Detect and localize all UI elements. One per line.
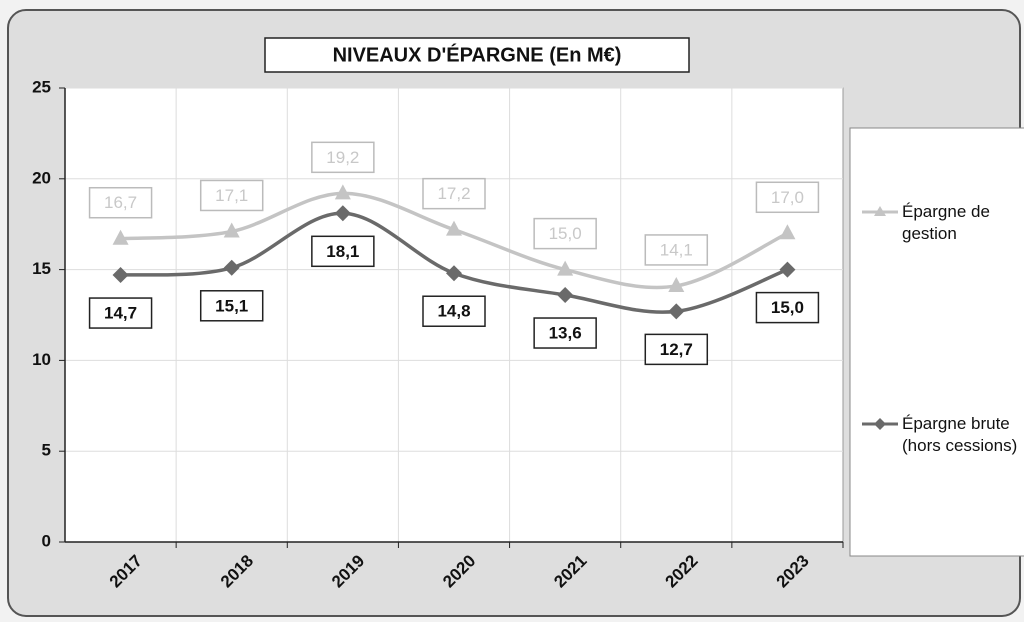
value-label: 15,0 (549, 224, 582, 243)
value-label: 15,1 (215, 296, 248, 315)
marker (668, 303, 685, 320)
y-tick-label: 25 (32, 77, 51, 96)
value-label-box (199, 179, 264, 212)
chart-title: NIVEAUX D'ÉPARGNE (En M€) (333, 43, 622, 66)
value-label-box (422, 177, 486, 210)
value-label: 19,2 (326, 148, 359, 167)
title-box (264, 37, 690, 73)
value-label-box (88, 186, 153, 219)
value-label-box (755, 181, 820, 214)
legend-marker (874, 418, 886, 430)
legend-label: Épargne de gestion (902, 202, 990, 243)
value-label: 12,7 (660, 340, 693, 359)
value-label-box (311, 235, 375, 268)
value-label: 17,1 (215, 186, 248, 205)
legend-label: Épargne brute (hors cessions) (902, 414, 1018, 455)
marker (557, 260, 574, 276)
legend-box (849, 127, 1024, 557)
y-tick-label: 0 (42, 531, 51, 550)
marker (223, 222, 240, 238)
value-label-box (644, 234, 709, 266)
marker (334, 184, 351, 200)
value-label: 14,8 (437, 302, 470, 321)
value-label-box (422, 295, 486, 327)
legend-marker (874, 206, 886, 216)
value-label-box (88, 297, 153, 329)
marker (334, 205, 351, 222)
value-label: 18,1 (326, 242, 359, 261)
value-label: 14,1 (660, 240, 693, 259)
value-label-box (644, 333, 709, 366)
value-label-box (755, 291, 820, 324)
y-tick-label: 15 (32, 259, 51, 278)
marker (557, 287, 574, 304)
y-tick-label: 20 (32, 168, 51, 187)
marker (446, 265, 462, 282)
marker (779, 224, 796, 240)
marker (223, 259, 240, 276)
marker (668, 276, 685, 292)
marker (112, 267, 129, 284)
value-label: 17,0 (771, 188, 804, 207)
value-label-box (311, 141, 375, 174)
y-tick-label: 5 (42, 441, 51, 460)
value-label: 13,6 (549, 324, 582, 343)
value-label: 15,0 (771, 298, 804, 317)
marker (112, 229, 129, 245)
value-label: 17,2 (437, 184, 470, 203)
marker (446, 220, 462, 236)
y-tick-label: 10 (32, 350, 51, 369)
value-label-box (199, 290, 264, 322)
value-label-box (533, 217, 597, 250)
value-label: 14,7 (104, 304, 137, 323)
value-label: 16,7 (104, 193, 137, 212)
marker (779, 261, 796, 278)
value-label-box (533, 317, 597, 349)
